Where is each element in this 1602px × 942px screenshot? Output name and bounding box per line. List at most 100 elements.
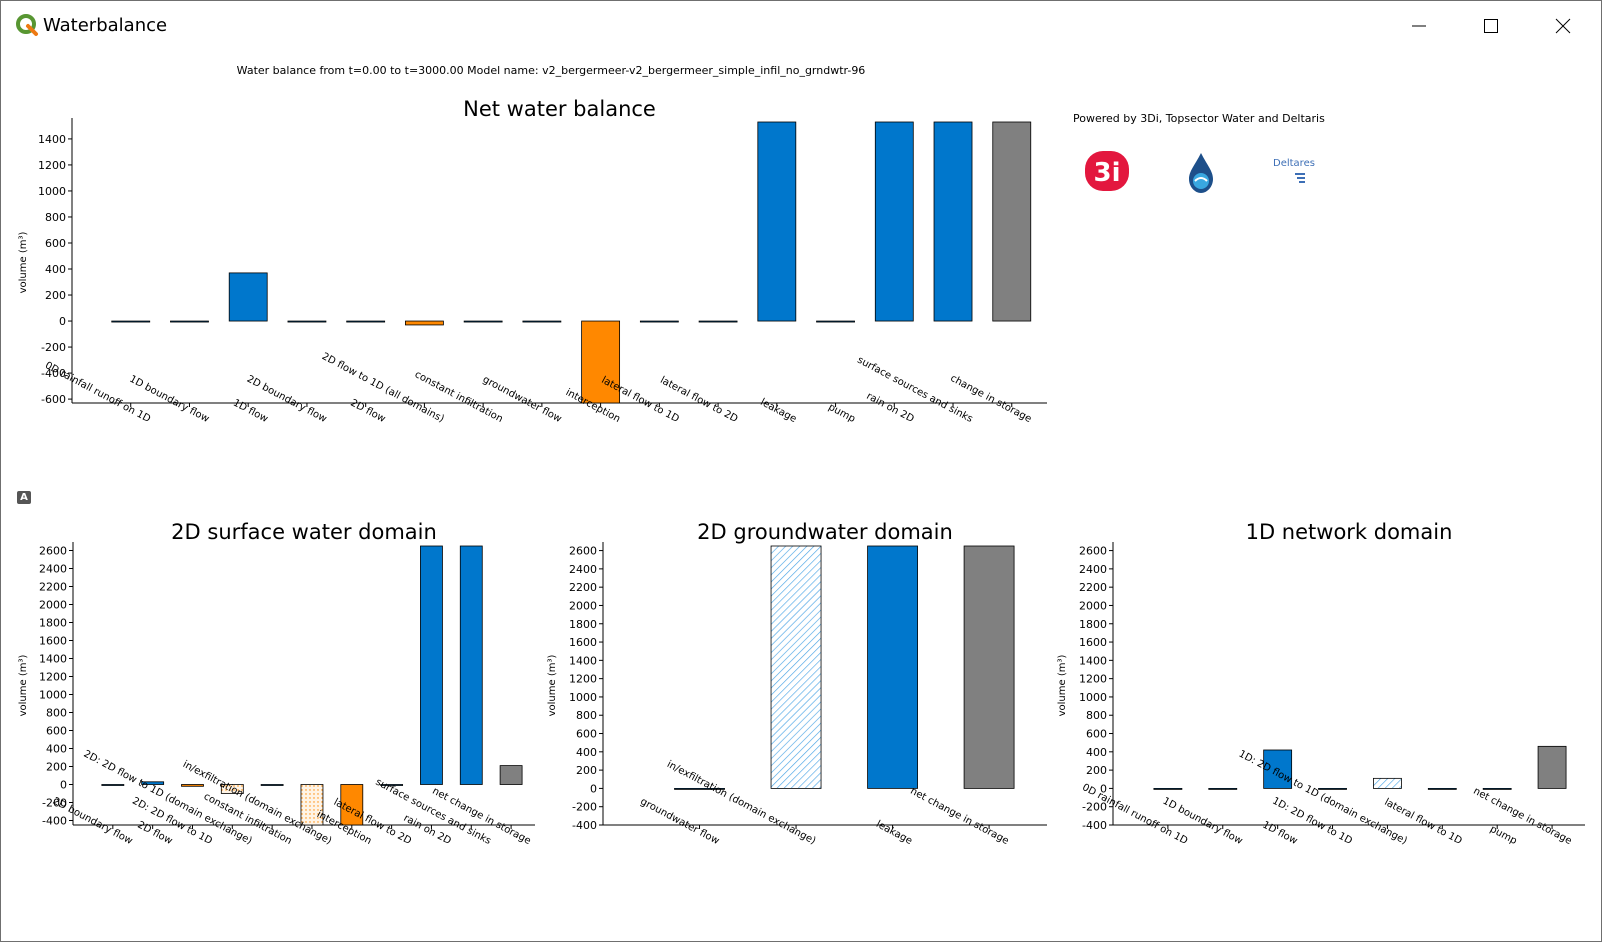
y-tick-label: -200 — [42, 797, 67, 810]
chart-network: 1D network domain volume (m³) -400 -200 0 200… — [1057, 520, 1585, 847]
x-tick-label: pump — [1488, 824, 1519, 847]
topsector-water-logo-icon — [1189, 153, 1213, 193]
y-tick-label: 400 — [46, 743, 67, 756]
bar — [581, 320, 621, 404]
bar — [874, 121, 914, 322]
y-tick-label: 2200 — [39, 581, 67, 594]
y-tick-label: 2000 — [39, 599, 67, 612]
y-tick-label: 1800 — [39, 617, 67, 630]
y-tick-label: 1000 — [1079, 691, 1107, 704]
y-tick-label: 1200 — [39, 671, 67, 684]
close-button[interactable] — [1540, 11, 1586, 41]
minimize-icon — [1412, 25, 1426, 27]
model-subtitle: Water balance from t=0.00 to t=3000.00 M… — [236, 64, 866, 77]
y-tick-label: 1600 — [569, 636, 597, 649]
y-tick-label: 1800 — [569, 618, 597, 631]
y-tick-label: -400 — [42, 815, 67, 828]
bar — [405, 320, 444, 326]
y-tick-label: -400 — [1082, 819, 1107, 832]
y-tick-label: 1600 — [39, 635, 67, 648]
bar — [101, 784, 125, 786]
y-tick-label: 400 — [576, 746, 597, 759]
bar — [220, 784, 244, 794]
x-tick-label: net change in storage — [1471, 786, 1573, 847]
y-tick-label: 600 — [576, 728, 597, 741]
y-axis-label: volume (m³) — [18, 232, 29, 294]
y-tick-label: 1400 — [569, 654, 597, 667]
y-axis-label: volume (m³) — [1057, 655, 1068, 717]
qgis-logo-icon — [16, 14, 38, 36]
bar — [181, 784, 204, 787]
y-tick-label: 800 — [1086, 709, 1107, 722]
bar — [1537, 745, 1567, 789]
window-title: Waterbalance — [43, 15, 168, 36]
bar — [1482, 788, 1512, 790]
y-tick-label: 800 — [46, 707, 67, 720]
deltares-logo-text: Deltares — [1273, 158, 1315, 169]
x-tick-label: net change in storage — [908, 786, 1010, 847]
y-tick-label: 600 — [46, 725, 67, 738]
chart-title: 1D network domain — [1246, 520, 1453, 544]
y-tick-label: 2200 — [569, 581, 597, 594]
y-tick-label: 1200 — [38, 159, 66, 172]
y-tick-label: 400 — [1086, 746, 1107, 759]
y-tick-label: 0 — [590, 782, 597, 795]
y-tick-label: -400 — [572, 819, 597, 832]
x-tick-label: leakage — [874, 819, 914, 847]
y-tick-label: 2600 — [569, 545, 597, 558]
y-tick-label: 1200 — [1079, 673, 1107, 686]
y-tick-label: 2200 — [1079, 581, 1107, 594]
y-tick-label: 2400 — [569, 563, 597, 576]
chart-net: Net water balance volume (m³) -600 -400 -200… — [18, 97, 1047, 425]
bar — [933, 121, 973, 322]
x-tick-label: groundwater flow — [638, 796, 721, 847]
bar — [463, 320, 503, 323]
chart-groundwater: 2D groundwater domain volume (m³) -400 -200… — [547, 520, 1047, 847]
bar — [816, 320, 855, 323]
bar — [420, 545, 443, 785]
y-tick-label: 200 — [576, 764, 597, 777]
plot-badge-icon[interactable]: A — [17, 491, 31, 504]
y-tick-label: 2000 — [569, 599, 597, 612]
y-tick-label: -600 — [41, 393, 66, 406]
minimize-button[interactable] — [1396, 11, 1442, 41]
y-tick-label: 2400 — [39, 563, 67, 576]
y-axis-label: volume (m³) — [547, 655, 558, 717]
threedi-logo-text: 3i — [1093, 158, 1120, 188]
bar — [757, 121, 797, 322]
maximize-button[interactable] — [1468, 11, 1514, 41]
y-tick-label: 1400 — [1079, 654, 1107, 667]
chart-title: 2D groundwater domain — [697, 520, 953, 544]
maximize-icon — [1484, 19, 1498, 33]
y-tick-label: 800 — [576, 709, 597, 722]
y-tick-label: 1200 — [569, 673, 597, 686]
bar — [141, 781, 165, 785]
bar — [380, 784, 404, 786]
x-tick-label: rain on 2D — [864, 391, 916, 425]
x-tick-label: 2D flow — [349, 398, 388, 425]
bar — [1373, 777, 1402, 789]
y-tick-label: 0 — [1100, 782, 1107, 795]
bar — [992, 121, 1032, 322]
threedi-logo-icon: 3i — [1085, 151, 1129, 191]
bar — [867, 545, 918, 789]
bar — [963, 545, 1015, 789]
bar — [287, 320, 327, 323]
bar — [770, 545, 822, 789]
y-tick-label: 2000 — [1079, 599, 1107, 612]
x-tick-label: 0D rainfall runoff on 1D — [1080, 782, 1189, 847]
bar — [111, 320, 151, 323]
chart-title: Net water balance — [463, 97, 656, 121]
powered-by-text: Powered by 3Di, Topsector Water and Delt… — [1073, 112, 1325, 125]
y-tick-label: -200 — [572, 801, 597, 814]
y-tick-label: 1000 — [38, 185, 66, 198]
x-tick-label: leakage — [758, 397, 798, 425]
y-tick-label: 1800 — [1079, 618, 1107, 631]
y-tick-label: 200 — [1086, 764, 1107, 777]
y-tick-label: 400 — [45, 263, 66, 276]
title-bar[interactable]: Waterbalance — [1, 1, 1601, 49]
y-axis-label: volume (m³) — [18, 655, 29, 717]
y-tick-label: -200 — [41, 341, 66, 354]
